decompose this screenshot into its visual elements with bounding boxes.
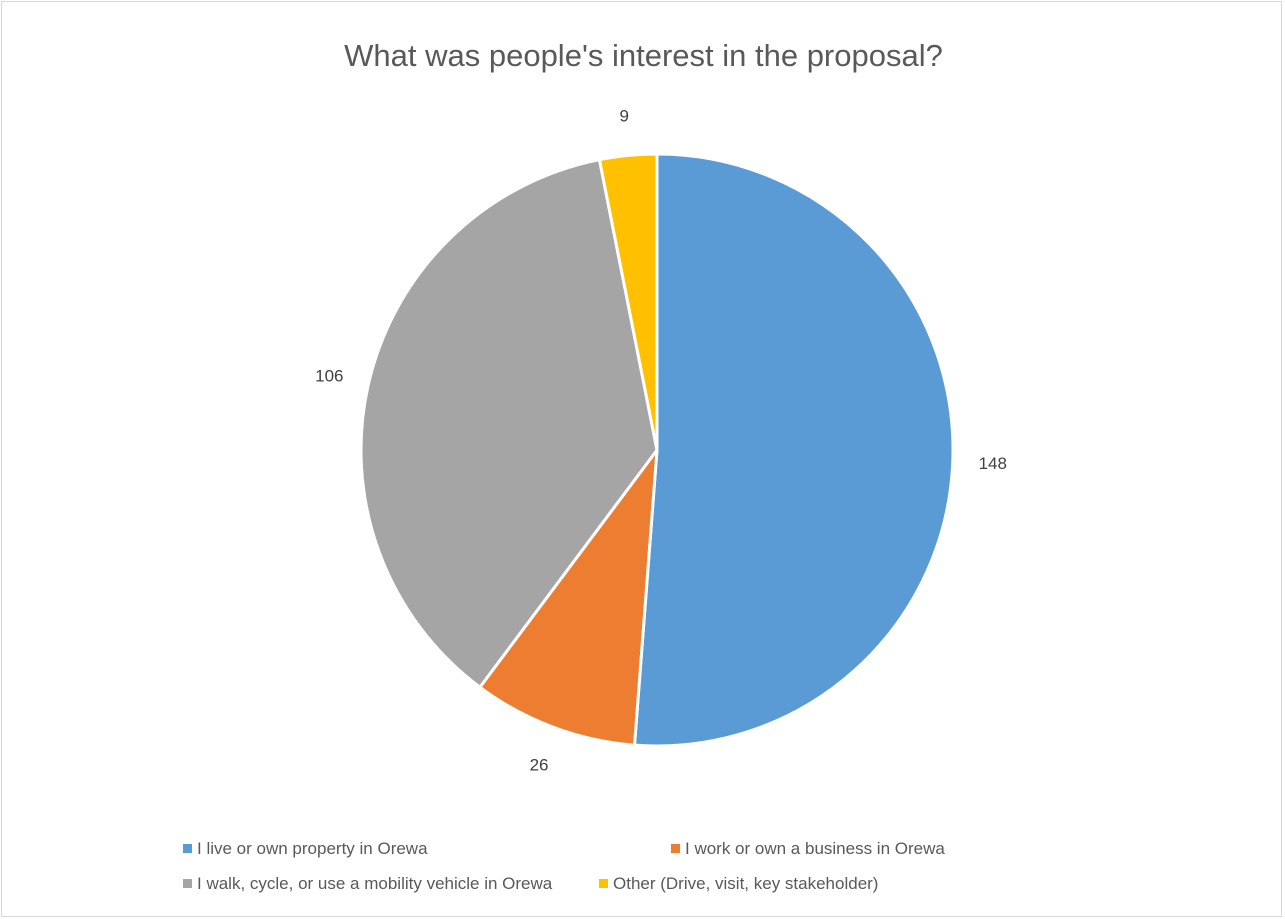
pie-slice-live bbox=[632, 152, 955, 748]
legend-label-work: I work or own a business in Orewa bbox=[685, 839, 945, 858]
pie-slice-walk bbox=[359, 158, 659, 689]
pie-slice-other bbox=[597, 152, 659, 452]
legend-entry-live: I live or own property in Orewa bbox=[183, 839, 428, 859]
legend-swatch-other bbox=[599, 879, 608, 888]
data-label-other: 9 bbox=[619, 107, 628, 126]
chart-title: What was people's interest in the propos… bbox=[344, 38, 943, 73]
legend-label-live: I live or own property in Orewa bbox=[197, 839, 428, 858]
data-label-live: 148 bbox=[979, 454, 1007, 473]
legend-swatch-work bbox=[671, 844, 680, 853]
legend-label-walk: I walk, cycle, or use a mobility vehicle… bbox=[197, 874, 553, 893]
legend-entry-work: I work or own a business in Orewa bbox=[671, 839, 945, 859]
pie-slice-work bbox=[478, 448, 659, 747]
data-label-work: 26 bbox=[530, 756, 549, 775]
legend-label-other: Other (Drive, visit, key stakeholder) bbox=[613, 874, 879, 893]
legend-swatch-live bbox=[183, 844, 192, 853]
legend-entry-other: Other (Drive, visit, key stakeholder) bbox=[599, 874, 878, 894]
legend-swatch-walk bbox=[183, 879, 192, 888]
data-label-walk: 106 bbox=[315, 367, 343, 386]
legend-entry-walk: I walk, cycle, or use a mobility vehicle… bbox=[183, 874, 552, 894]
